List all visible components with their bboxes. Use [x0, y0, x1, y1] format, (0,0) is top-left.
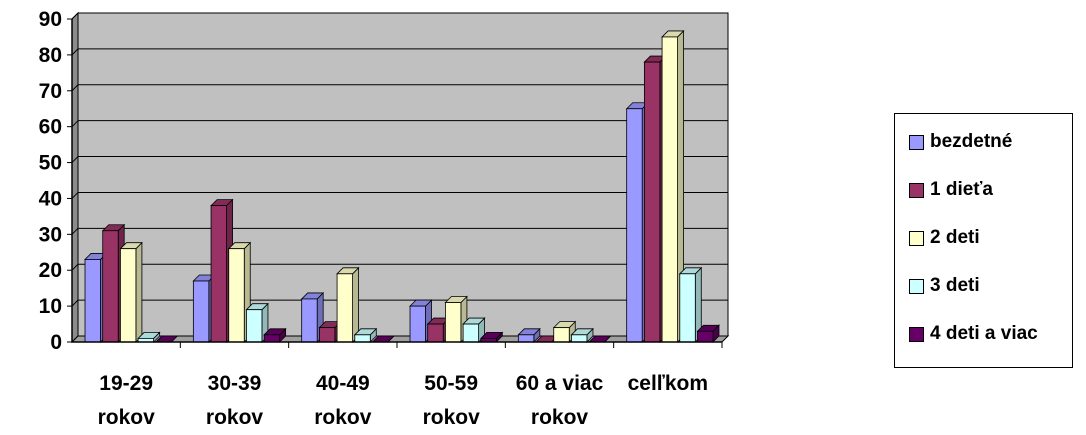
plot-area — [77, 12, 729, 337]
bar-front — [192, 280, 210, 343]
gridline — [71, 120, 79, 128]
bar — [479, 331, 504, 343]
bar-front — [318, 327, 336, 343]
legend-label: 3 deti — [930, 275, 980, 296]
gridline — [71, 12, 79, 20]
bar — [300, 291, 325, 343]
bar — [245, 302, 269, 343]
bar-side — [135, 241, 143, 343]
legend-label: 1 dieťa — [930, 179, 993, 200]
bar — [154, 335, 179, 343]
y-tick-label: 80 — [39, 44, 62, 67]
bar-front — [120, 248, 137, 343]
legend-swatch — [909, 278, 924, 294]
bar — [137, 331, 161, 343]
bar-front — [626, 108, 643, 343]
legend-item: bezdetné — [909, 130, 1012, 154]
bar — [336, 266, 360, 343]
bar — [696, 324, 720, 343]
gridline — [71, 156, 79, 163]
bar — [678, 266, 703, 343]
x-tick-label-line2: rokov — [98, 406, 156, 429]
legend-swatch — [909, 326, 924, 342]
bar-front — [102, 230, 119, 343]
legend: bezdetné 1 dieťa 2 deti 3 deti 4 deti a viac — [894, 113, 1073, 368]
legend-item: 1 dieťa — [909, 178, 993, 202]
legend-swatch — [909, 134, 924, 150]
legend-swatch — [909, 182, 924, 198]
gridline — [71, 84, 79, 92]
bar — [263, 327, 287, 343]
x-tick-label: 19-29 — [99, 372, 153, 395]
gridline — [71, 48, 79, 56]
bar-front — [445, 302, 462, 343]
x-tick-label: 50-59 — [424, 372, 478, 395]
bar-side — [352, 266, 359, 343]
y-tick-label: 10 — [39, 295, 62, 318]
bar — [353, 327, 378, 343]
x-tick-label-line2: rokov — [423, 406, 481, 429]
gridline — [71, 227, 79, 235]
y-tick-label: 40 — [39, 187, 62, 210]
gridline — [71, 263, 79, 271]
bar-front — [553, 327, 570, 343]
x-tick-label-line2: rokov — [531, 406, 589, 429]
y-tick-label: 60 — [39, 116, 62, 139]
bar-front — [263, 334, 281, 343]
legend-item: 4 deti a viac — [909, 322, 1038, 346]
bar-front — [697, 330, 714, 343]
bar-front — [427, 323, 444, 343]
legend-item: 2 deti — [909, 226, 980, 250]
y-tick-label: 70 — [39, 80, 62, 103]
bar-front — [210, 205, 227, 343]
bar — [661, 29, 685, 343]
bar — [570, 327, 594, 343]
legend-label: 4 deti a viac — [930, 323, 1038, 344]
bar — [444, 295, 468, 343]
bar-front — [679, 273, 696, 343]
bar-front — [571, 334, 588, 343]
bar-front — [661, 36, 678, 343]
legend-swatch — [909, 230, 924, 246]
bar-front — [301, 298, 318, 343]
bar-front — [246, 309, 263, 343]
bar — [409, 299, 433, 343]
y-tick-label: 0 — [50, 331, 62, 354]
bar-front — [643, 61, 661, 343]
x-tick-label: 30-39 — [208, 372, 262, 395]
bar-front — [409, 305, 426, 343]
legend-label: bezdetné — [930, 131, 1013, 152]
x-tick-label: 60 a viac — [516, 372, 604, 395]
y-tick-label: 90 — [39, 8, 62, 31]
bar-front — [462, 323, 480, 343]
legend-label: 2 deti — [930, 227, 980, 248]
bar-front — [228, 248, 245, 343]
x-tick-label-line2: rokov — [206, 406, 264, 429]
bar-front — [517, 334, 535, 343]
gridline — [71, 299, 79, 307]
bar-front — [336, 273, 353, 343]
bar — [119, 241, 143, 343]
x-tick-label-line2: rokov — [314, 406, 372, 429]
gridline — [71, 192, 79, 199]
y-tick-label: 30 — [39, 223, 62, 246]
bar-front — [354, 334, 371, 343]
y-tick-label: 50 — [39, 152, 62, 175]
bar-front — [84, 259, 101, 343]
y-tick-label: 20 — [39, 259, 62, 282]
x-tick-label: celľkom — [628, 372, 708, 395]
x-tick-label: 40-49 — [316, 372, 370, 395]
legend-item: 3 deti — [909, 274, 980, 298]
side-wall — [71, 11, 79, 344]
